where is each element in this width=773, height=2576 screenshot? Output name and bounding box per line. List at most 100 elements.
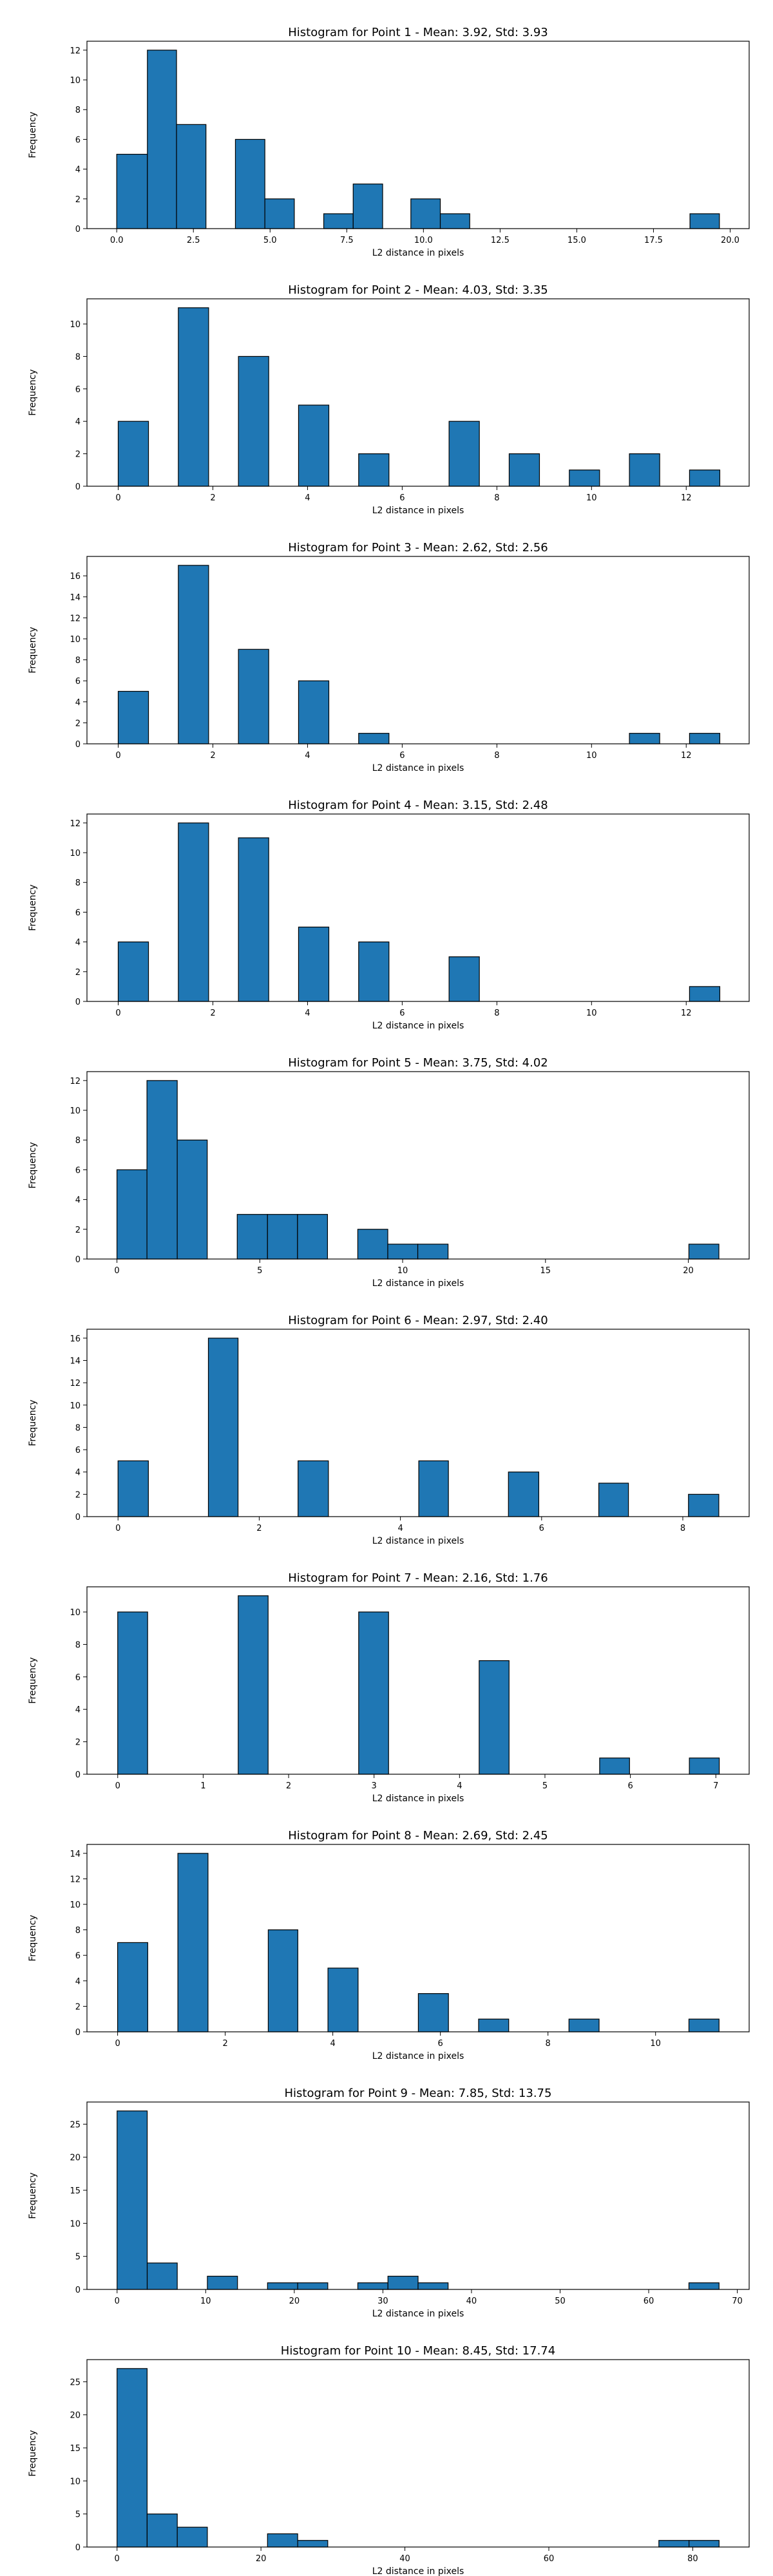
x-axis-label: L2 distance in pixels <box>372 1021 464 1030</box>
x-tick-label: 30 <box>377 2297 388 2306</box>
y-tick-label: 0 <box>75 1770 81 1780</box>
x-tick-label: 10 <box>397 1266 408 1276</box>
x-tick-label: 8 <box>546 2039 551 2049</box>
x-tick-label: 4 <box>305 493 310 503</box>
y-tick-label: 16 <box>70 572 81 582</box>
histogram-bar <box>117 1611 148 1775</box>
y-tick-label: 4 <box>75 1705 81 1715</box>
histogram-bar <box>448 956 480 1002</box>
x-axis-label: L2 distance in pixels <box>372 763 464 773</box>
y-tick-label: 0 <box>75 1255 81 1265</box>
histogram-bar <box>358 733 390 744</box>
y-tick-label: 10 <box>70 849 81 858</box>
histogram-bar <box>358 942 390 1002</box>
x-tick-label: 8 <box>494 1009 499 1018</box>
histogram-bar <box>689 213 720 229</box>
x-tick-label: 4 <box>457 1781 462 1791</box>
y-tick-label: 8 <box>75 352 81 362</box>
y-tick-label: 4 <box>75 1196 81 1206</box>
histogram-bar <box>357 1229 388 1260</box>
y-tick-label: 8 <box>75 106 81 115</box>
histogram-bar <box>178 565 209 744</box>
histogram-bar <box>327 1967 359 2032</box>
histogram-bar <box>689 2540 720 2548</box>
histogram-bar <box>238 355 269 487</box>
chart-title: Histogram for Point 1 - Mean: 3.92, Std:… <box>288 26 548 39</box>
y-tick-label: 10 <box>70 1401 81 1411</box>
x-tick-label: 8 <box>680 1524 685 1533</box>
x-tick-label: 7 <box>713 1781 718 1791</box>
x-tick-label: 70 <box>732 2297 743 2306</box>
histogram-bar <box>689 733 721 744</box>
histogram-bar <box>234 138 265 229</box>
x-tick-label: 12.5 <box>491 236 510 245</box>
histogram-bar <box>297 2540 329 2548</box>
y-tick-label: 4 <box>75 1977 81 1987</box>
histogram-bar <box>147 50 177 229</box>
y-tick-label: 14 <box>70 1850 81 1859</box>
y-tick-label: 6 <box>75 1446 81 1455</box>
y-tick-label: 6 <box>75 385 81 395</box>
x-tick-label: 6 <box>399 493 405 503</box>
x-tick-label: 8 <box>494 493 499 503</box>
x-tick-label: 6 <box>539 1524 544 1533</box>
plot-frame <box>86 1071 750 1260</box>
histogram-bar <box>267 2282 298 2290</box>
histogram-bar <box>298 1460 329 1517</box>
plot-frame <box>86 813 750 1002</box>
histogram-bar <box>267 1214 298 1260</box>
y-tick-label: 2 <box>75 2002 81 2012</box>
y-tick-label: 20 <box>70 2411 81 2421</box>
x-tick-label: 2 <box>256 1524 262 1533</box>
chart-title: Histogram for Point 6 - Mean: 2.97, Std:… <box>288 1314 548 1327</box>
y-tick-label: 6 <box>75 677 81 687</box>
histogram-bar <box>689 469 721 487</box>
x-tick-label: 80 <box>687 2554 698 2564</box>
x-tick-label: 12 <box>681 751 692 761</box>
y-tick-label: 20 <box>70 2154 81 2163</box>
histogram-bar <box>116 153 148 229</box>
histogram-bar <box>298 680 330 744</box>
y-tick-label: 8 <box>75 878 81 888</box>
chart-title: Histogram for Point 2 - Mean: 4.03, Std:… <box>288 283 548 297</box>
histogram-bar <box>297 2282 329 2290</box>
histogram-bar <box>357 2282 388 2290</box>
x-tick-label: 5 <box>257 1266 262 1276</box>
x-tick-label: 4 <box>305 751 310 761</box>
chart-title: Histogram for Point 4 - Mean: 3.15, Std:… <box>288 799 548 812</box>
x-tick-label: 6 <box>438 2039 443 2049</box>
histogram-bar <box>448 421 480 487</box>
y-tick-label: 10 <box>70 2477 81 2486</box>
x-axis-label: L2 distance in pixels <box>372 2051 464 2061</box>
histogram-bar <box>569 469 600 487</box>
histogram-bar <box>117 2368 148 2548</box>
histogram-bar <box>410 198 441 229</box>
plot-frame <box>86 2101 750 2290</box>
y-tick-label: 12 <box>70 1077 81 1086</box>
y-tick-label: 2 <box>75 968 81 978</box>
y-tick-label: 0 <box>75 225 81 234</box>
histogram-bar <box>688 1493 720 1517</box>
y-tick-label: 10 <box>70 76 81 86</box>
chart-title: Histogram for Point 8 - Mean: 2.69, Std:… <box>288 1829 548 1842</box>
y-tick-label: 4 <box>75 698 81 708</box>
x-tick-label: 40 <box>466 2297 477 2306</box>
x-tick-label: 0 <box>115 2297 120 2306</box>
histogram-bar <box>439 213 470 229</box>
histogram-bar <box>117 942 149 1002</box>
histogram-bar <box>177 1853 209 2032</box>
y-tick-label: 15 <box>70 2444 81 2454</box>
x-tick-label: 2.5 <box>187 236 200 245</box>
plot-frame <box>86 1844 750 2032</box>
x-tick-label: 0 <box>115 493 120 503</box>
y-tick-label: 10 <box>70 1900 81 1910</box>
x-tick-label: 4 <box>397 1524 403 1533</box>
histogram-chart-8: Histogram for Point 8 - Mean: 2.69, Std:… <box>28 1829 750 2061</box>
y-axis-label: Frequency <box>28 2172 38 2219</box>
histogram-bar <box>598 1482 629 1517</box>
x-tick-label: 2 <box>210 1009 215 1018</box>
y-tick-label: 12 <box>70 46 81 56</box>
histogram-bar <box>417 1993 449 2032</box>
y-tick-label: 8 <box>75 1926 81 1936</box>
y-tick-label: 0 <box>75 998 81 1007</box>
